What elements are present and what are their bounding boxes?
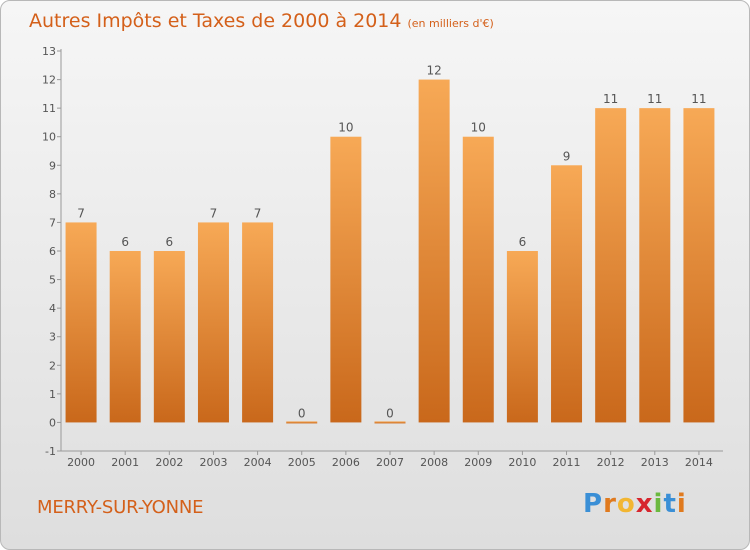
proxiti-logo[interactable]: Proxiti: [583, 489, 687, 519]
bar-2011: [551, 165, 583, 423]
bar-2012: [595, 108, 627, 423]
logo-letter: t: [663, 489, 677, 519]
y-tick-label: 4: [49, 302, 56, 315]
y-tick-label: -1: [45, 445, 56, 458]
x-tick-label: 2010: [508, 456, 536, 469]
y-tick-label: 11: [42, 102, 56, 115]
bar-2014: [683, 108, 715, 423]
x-tick-label: 2009: [464, 456, 492, 469]
bar-value-label: 0: [386, 406, 394, 420]
logo-letter: o: [616, 489, 636, 519]
x-tick-label: 2012: [597, 456, 625, 469]
chart-unit: (en milliers d'€): [407, 17, 494, 30]
x-tick-label: 2005: [288, 456, 316, 469]
logo-letter: x: [635, 489, 654, 519]
bar-2010: [506, 251, 538, 423]
x-tick-label: 2013: [641, 456, 669, 469]
bar-2013: [639, 108, 671, 423]
bar-2006: [330, 136, 362, 423]
bar-2005: [286, 421, 318, 424]
chart-title: Autres Impôts et Taxes de 2000 à 2014 (en…: [29, 10, 494, 32]
bar-value-label: 0: [298, 406, 306, 420]
y-tick-label: 1: [49, 388, 56, 401]
bar-value-label: 12: [426, 64, 441, 78]
bar-2000: [65, 222, 97, 423]
bar-value-label: 11: [691, 92, 706, 106]
bar-value-label: 10: [471, 121, 486, 135]
y-tick-label: 0: [49, 416, 56, 429]
y-tick-label: 7: [49, 216, 56, 229]
y-tick-label: 3: [49, 331, 56, 344]
logo-letter: r: [603, 489, 617, 519]
chart-title-text: Autres Impôts et Taxes de 2000 à 2014: [29, 10, 402, 32]
bars: [65, 79, 715, 424]
y-tick-label: 6: [49, 245, 56, 258]
bar-value-label: 11: [647, 92, 662, 106]
bar-value-label: 9: [563, 149, 571, 163]
bar-value-label: 6: [166, 235, 174, 249]
bar-2001: [109, 251, 141, 423]
logo-letter: P: [583, 489, 604, 519]
y-tick-label: 9: [49, 159, 56, 172]
bar-value-label: 7: [254, 206, 262, 220]
bar-2003: [197, 222, 229, 423]
bar-value-label: 6: [121, 235, 129, 249]
x-tick-label: 2006: [332, 456, 360, 469]
x-tick-label: 2011: [553, 456, 581, 469]
y-tick-label: 5: [49, 274, 56, 287]
bar-value-label: 7: [210, 206, 218, 220]
bar-2002: [153, 251, 185, 423]
bar-2007: [374, 421, 406, 424]
logo-letter: i: [676, 489, 687, 519]
logo-letter: i: [653, 489, 664, 519]
x-tick-label: 2014: [685, 456, 713, 469]
x-tick-label: 2004: [244, 456, 272, 469]
commune-name: MERRY-SUR-YONNE: [37, 497, 204, 518]
y-tick-label: 2: [49, 359, 56, 372]
bar-2008: [418, 79, 450, 423]
x-tick-label: 2007: [376, 456, 404, 469]
x-tick-label: 2000: [67, 456, 95, 469]
y-tick-label: 12: [42, 74, 56, 87]
bar-2004: [242, 222, 274, 423]
x-tick-label: 2002: [155, 456, 183, 469]
bar-value-label: 6: [519, 235, 527, 249]
bar-value-label: 10: [338, 121, 353, 135]
bar-value-label: 7: [77, 206, 85, 220]
x-tick-label: 2001: [111, 456, 139, 469]
x-tick-label: 2008: [420, 456, 448, 469]
y-tick-label: 8: [49, 188, 56, 201]
data-labels: 7 6 6 7 7 0 10 0 12 10 6 9 11 11 11: [77, 64, 706, 421]
x-tick-label: 2003: [199, 456, 227, 469]
bar-2009: [462, 136, 494, 423]
y-tick-label: 10: [42, 131, 56, 144]
bar-value-label: 11: [603, 92, 618, 106]
y-tick-label: 13: [42, 45, 56, 58]
